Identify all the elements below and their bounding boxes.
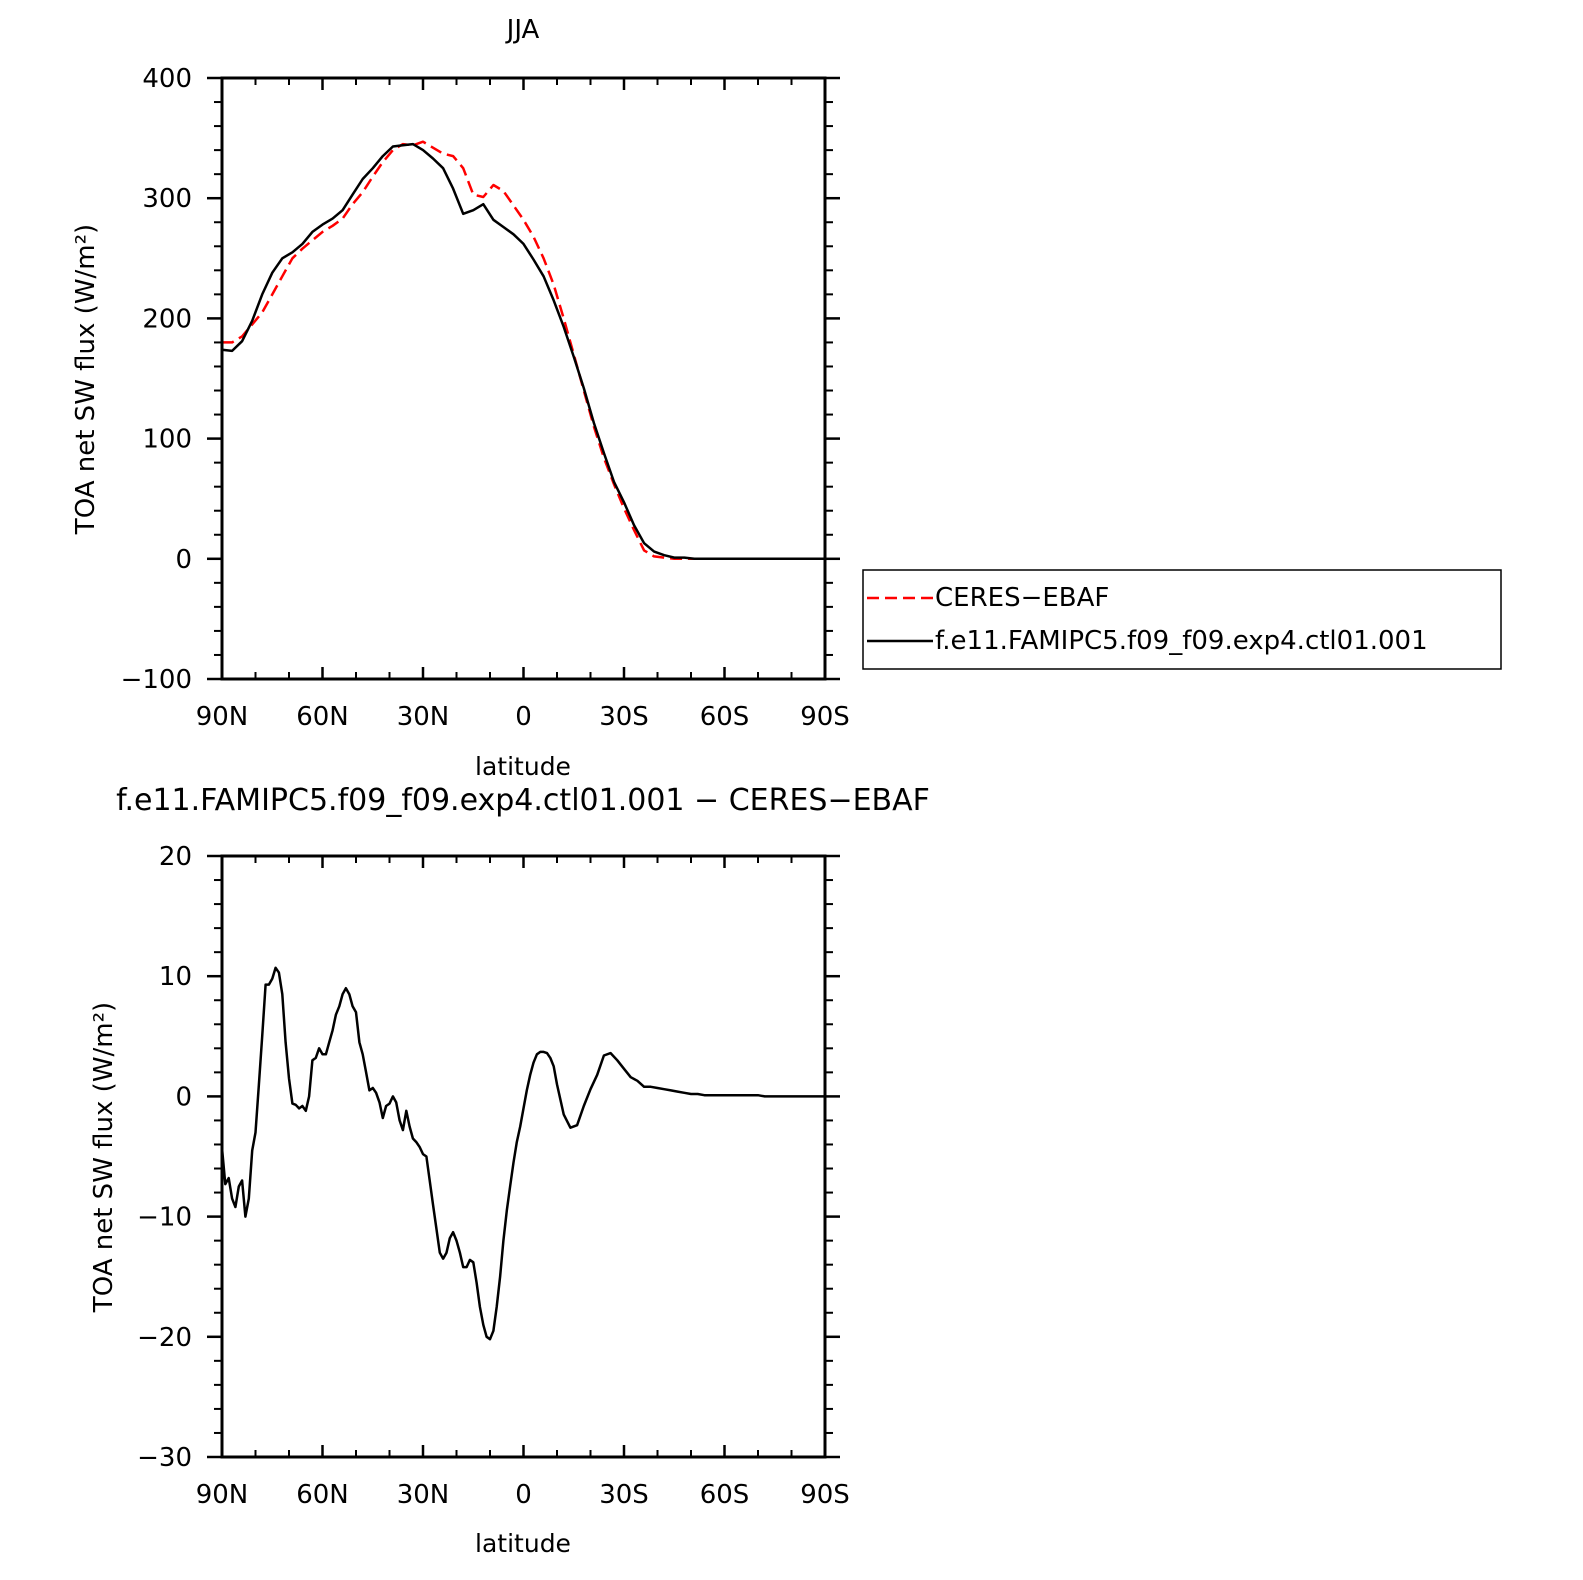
y-tick-label: 100 xyxy=(142,425,192,455)
x-tick-label: 60N xyxy=(296,1480,349,1510)
x-tick-label: 90S xyxy=(800,1480,850,1510)
y-axis-label: TOA net SW flux (W/m²) xyxy=(71,224,101,535)
y-tick-label: 20 xyxy=(159,842,192,872)
y-tick-label: −100 xyxy=(121,665,192,695)
y-tick-label: −10 xyxy=(137,1203,192,1233)
y-tick-label: 300 xyxy=(142,184,192,214)
x-axis-label: latitude xyxy=(475,752,571,781)
x-tick-label: 60N xyxy=(296,702,349,732)
series-line-0 xyxy=(222,140,825,561)
x-tick-label: 0 xyxy=(515,702,532,732)
legend-box xyxy=(862,569,1502,670)
y-tick-label: 200 xyxy=(142,304,192,334)
x-tick-label: 30S xyxy=(599,1480,649,1510)
panel-title: JJA xyxy=(505,15,540,45)
x-tick-label: 0 xyxy=(515,1480,532,1510)
x-tick-label: 90S xyxy=(800,702,850,732)
plot-frame xyxy=(220,854,827,1459)
legend: CERES−EBAF f.e11.FAMIPC5.f09_f09.exp4.ct… xyxy=(862,569,1502,670)
x-tick-label: 60S xyxy=(700,1480,750,1510)
difference-panel: f.e11.FAMIPC5.f09_f09.exp4.ctl01.001 − C… xyxy=(89,783,930,1558)
x-tick-label: 30N xyxy=(397,702,450,732)
plot-area: 90N 60N 30N 0 30S 60S 90S 400 300 200 100 0 −100 xyxy=(121,64,850,732)
series-line-0 xyxy=(220,966,825,1341)
x-tick-label: 90N xyxy=(196,702,249,732)
x-tick-label: 90N xyxy=(196,1480,249,1510)
mean-flux-panel: JJA 90N 60N 30N 0 30S 60S 90S 400 300 200 100 0 −100… xyxy=(71,15,1502,781)
legend-label-model: f.e11.FAMIPC5.f09_f09.exp4.ctl01.001 xyxy=(935,626,1428,656)
x-tick-label: 30S xyxy=(599,702,649,732)
x-tick-label: 60S xyxy=(700,702,750,732)
x-axis-label: latitude xyxy=(475,1529,571,1558)
y-tick-label: −20 xyxy=(137,1323,192,1353)
y-tick-label: 400 xyxy=(142,64,192,94)
y-tick-label: 0 xyxy=(175,1082,192,1112)
y-tick-label: 0 xyxy=(175,545,192,575)
y-axis-label: TOA net SW flux (W/m²) xyxy=(89,1002,119,1313)
y-tick-label: −30 xyxy=(137,1443,192,1473)
series-line-1 xyxy=(221,142,825,561)
y-tick-label: 10 xyxy=(159,962,192,992)
plot-area: 90N 60N 30N 0 30S 60S 90S 20 10 0 −10 −20 −30 xyxy=(137,842,850,1510)
x-tick-label: 30N xyxy=(397,1480,450,1510)
panel-title: f.e11.FAMIPC5.f09_f09.exp4.ctl01.001 − C… xyxy=(116,783,930,818)
legend-label-ceres: CERES−EBAF xyxy=(935,583,1109,613)
plot-frame xyxy=(220,76,827,681)
